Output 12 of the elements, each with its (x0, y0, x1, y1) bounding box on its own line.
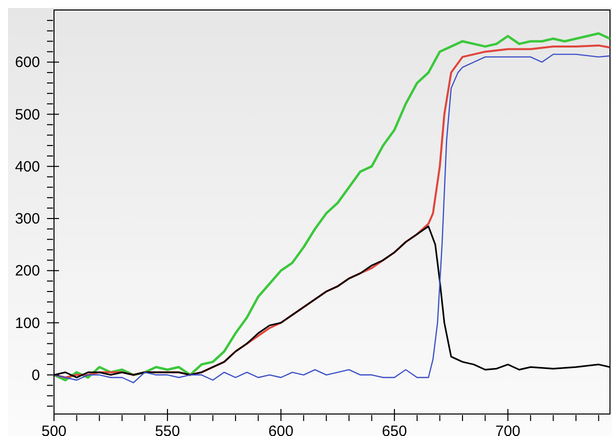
y-tick-label: 300 (14, 210, 40, 228)
x-tick-label: 700 (495, 423, 520, 436)
y-tick-label: 100 (14, 314, 40, 332)
x-tick-label: 650 (382, 423, 407, 436)
y-tick-label: 400 (14, 158, 40, 176)
y-tick-label: 600 (14, 54, 40, 72)
y-tick-label: 500 (14, 106, 40, 124)
x-tick-label: 550 (154, 423, 180, 436)
x-tick-label: 600 (268, 423, 294, 436)
x-tick-label: 500 (41, 423, 67, 436)
y-tick-label: 0 (32, 366, 40, 384)
y-tick-label: 200 (14, 262, 40, 280)
